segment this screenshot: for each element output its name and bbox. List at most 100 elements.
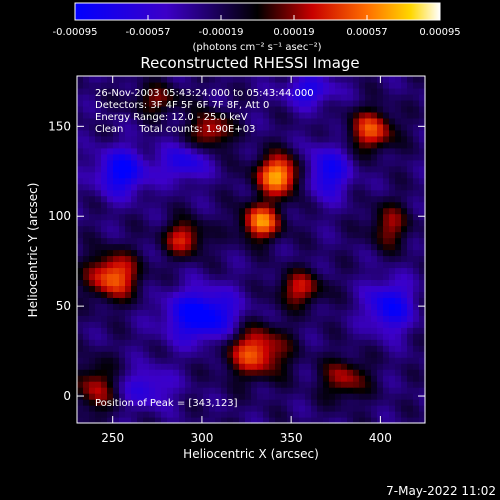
- heatmap-cell: [191, 219, 198, 227]
- heatmap-cell: [395, 213, 402, 221]
- heatmap-cell: [257, 411, 264, 418]
- heatmap-cell: [269, 285, 276, 292]
- heatmap-cell: [281, 81, 288, 89]
- heatmap-cell: [155, 261, 162, 269]
- heatmap-cell: [185, 219, 192, 227]
- heatmap-cell: [293, 285, 300, 292]
- heatmap-cell: [77, 255, 84, 263]
- heatmap-cell: [353, 159, 360, 167]
- heatmap-cell: [317, 255, 324, 263]
- heatmap-cell: [377, 87, 384, 95]
- heatmap-cell: [245, 177, 252, 185]
- heatmap-cell: [143, 357, 150, 364]
- heatmap-cell: [113, 375, 120, 382]
- heatmap-cell: [299, 255, 306, 263]
- heatmap-cell: [221, 363, 228, 370]
- heatmap-cell: [89, 399, 96, 406]
- heatmap-cell: [125, 345, 132, 352]
- heatmap-cell: [221, 76, 228, 83]
- heatmap-cell: [329, 147, 336, 155]
- heatmap-cell: [83, 279, 90, 286]
- heatmap-cell: [155, 213, 162, 221]
- heatmap-cell: [137, 111, 144, 119]
- heatmap-cell: [401, 261, 408, 269]
- heatmap-cell: [389, 165, 396, 173]
- heatmap-cell: [161, 285, 168, 292]
- heatmap-cell: [401, 315, 408, 322]
- heatmap-cell: [131, 81, 138, 89]
- heatmap-cell: [149, 393, 156, 400]
- heatmap-cell: [245, 249, 252, 257]
- heatmap-cell: [83, 297, 90, 304]
- heatmap-cell: [197, 123, 204, 131]
- heatmap-cell: [311, 417, 318, 424]
- heatmap-cell: [293, 225, 300, 233]
- heatmap-cell: [215, 105, 222, 113]
- heatmap-cell: [287, 147, 294, 155]
- heatmap-cell: [107, 189, 114, 197]
- heatmap-cell: [125, 129, 132, 137]
- heatmap-cell: [173, 279, 180, 286]
- heatmap-cell: [131, 249, 138, 257]
- heatmap-cell: [257, 339, 264, 346]
- heatmap-cell: [275, 189, 282, 197]
- heatmap-cell: [317, 117, 324, 125]
- heatmap-cell: [275, 147, 282, 155]
- heatmap-cell: [89, 405, 96, 412]
- heatmap-cell: [227, 291, 234, 298]
- heatmap-cell: [419, 405, 426, 412]
- heatmap-cell: [419, 285, 426, 292]
- heatmap-cell: [203, 231, 210, 239]
- heatmap-cell: [197, 147, 204, 155]
- heatmap-cell: [203, 111, 210, 119]
- heatmap-cell: [389, 141, 396, 149]
- heatmap-cell: [353, 147, 360, 155]
- heatmap-cell: [407, 261, 414, 269]
- heatmap-cell: [77, 417, 84, 424]
- heatmap-cell: [305, 321, 312, 328]
- heatmap-cell: [149, 297, 156, 304]
- heatmap-cell: [185, 129, 192, 137]
- heatmap-cell: [269, 345, 276, 352]
- heatmap-cell: [143, 411, 150, 418]
- heatmap-cell: [233, 273, 240, 281]
- heatmap-cell: [341, 99, 348, 107]
- heatmap-cell: [95, 147, 102, 155]
- heatmap-cell: [383, 207, 390, 215]
- heatmap-cell: [179, 345, 186, 352]
- heatmap-cell: [383, 147, 390, 155]
- heatmap-cell: [341, 405, 348, 412]
- colorbar-tick-label: 0.00019: [273, 27, 314, 38]
- heatmap-cell: [341, 195, 348, 203]
- heatmap-cell: [365, 147, 372, 155]
- heatmap-cell: [215, 387, 222, 394]
- heatmap-cell: [119, 321, 126, 328]
- heatmap-cell: [77, 315, 84, 322]
- heatmap-cell: [185, 87, 192, 95]
- heatmap-cell: [125, 159, 132, 167]
- heatmap-cell: [161, 171, 168, 179]
- heatmap-cell: [413, 87, 420, 95]
- heatmap-cell: [209, 177, 216, 185]
- heatmap-cell: [287, 99, 294, 107]
- heatmap-cell: [245, 339, 252, 346]
- heatmap-cell: [251, 99, 258, 107]
- heatmap-cell: [329, 76, 336, 83]
- heatmap-cell: [365, 321, 372, 328]
- heatmap-cell: [353, 291, 360, 298]
- heatmap-cell: [83, 315, 90, 322]
- heatmap-cell: [353, 411, 360, 418]
- heatmap-cell: [119, 381, 126, 388]
- heatmap-cell: [203, 357, 210, 364]
- heatmap-cell: [101, 351, 108, 358]
- heatmap-cell: [197, 237, 204, 245]
- heatmap-cell: [131, 111, 138, 119]
- heatmap-cell: [365, 111, 372, 119]
- heatmap-cell: [149, 135, 156, 143]
- heatmap-cell: [299, 87, 306, 95]
- heatmap-cell: [227, 237, 234, 245]
- heatmap-cell: [377, 297, 384, 304]
- heatmap-cell: [335, 297, 342, 304]
- heatmap-cell: [155, 297, 162, 304]
- heatmap-cell: [131, 345, 138, 352]
